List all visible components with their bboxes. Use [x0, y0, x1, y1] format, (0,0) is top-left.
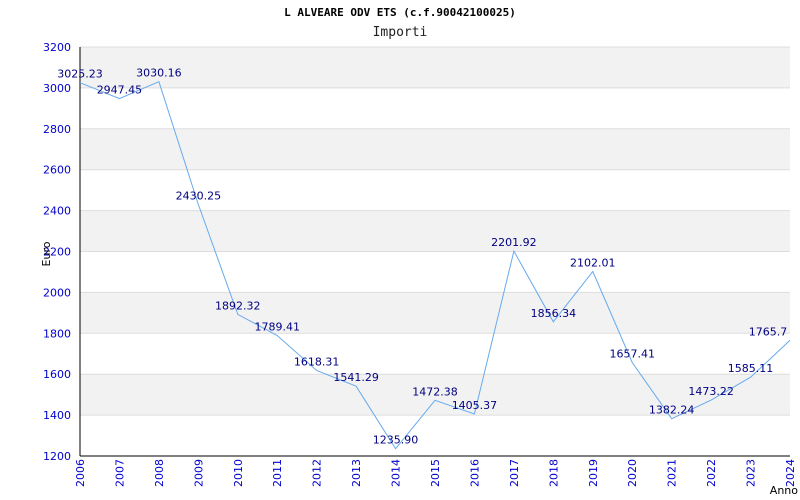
y-tick-label: 3000 [43, 82, 71, 95]
data-label: 1618.31 [294, 355, 340, 368]
x-tick-label: 2019 [587, 459, 600, 487]
x-tick-label: 2007 [113, 459, 126, 487]
grid-band [80, 47, 790, 88]
series-line [79, 81, 791, 450]
x-tick-label: 2008 [153, 459, 166, 487]
data-label: 1892.32 [215, 299, 261, 312]
y-tick-labels: 1200 1400 1600 1800 2000 2200 2400 2600 2800 3000… [43, 41, 71, 463]
y-tick-label: 1600 [43, 368, 71, 381]
x-tick-label: 2010 [232, 459, 245, 487]
data-label: 2430.25 [176, 189, 222, 202]
y-tick-label: 1200 [43, 450, 71, 463]
data-label: 1657.41 [609, 347, 655, 360]
data-label: 2102.01 [570, 257, 616, 270]
chart-subtitle: Importi [372, 25, 428, 40]
data-label: 1789.41 [254, 320, 300, 333]
x-tick-label: 2011 [271, 459, 284, 487]
y-tick-label: 2600 [43, 164, 71, 177]
x-tick-label: 2022 [705, 459, 718, 487]
y-tick-label: 2400 [43, 205, 71, 218]
data-label: 1473.22 [688, 385, 734, 398]
y-tick-label: 2200 [43, 246, 71, 259]
x-tick-label: 2013 [350, 459, 363, 487]
grid-bands [80, 47, 790, 416]
data-labels: 3025.23 2947.45 3030.16 2430.25 1892.32 1789.… [57, 67, 787, 447]
x-tick-label: 2012 [311, 459, 324, 487]
data-label: 1856.34 [531, 307, 577, 320]
grid-band [80, 292, 790, 334]
y-tick-label: 2000 [43, 286, 71, 299]
x-tick-label: 2006 [74, 459, 87, 487]
data-label: 1541.29 [333, 371, 379, 384]
grid-band [80, 128, 790, 170]
x-tick-label: 2024 [784, 459, 797, 487]
y-tick-label: 3200 [43, 41, 71, 54]
grid-band [80, 374, 790, 416]
x-tick-label: 2015 [429, 459, 442, 487]
y-tick-label: 1400 [43, 409, 71, 422]
data-label: 2201.92 [491, 236, 537, 249]
y-tick-label: 2800 [43, 123, 71, 136]
data-label: 2947.45 [97, 84, 143, 97]
data-label: 1585.11 [728, 362, 774, 375]
x-tick-labels: 2006 2007 2008 2009 2010 2011 2012 2013 2014 2015… [74, 459, 797, 487]
data-label: 1472.38 [412, 385, 458, 398]
x-tick-label: 2023 [745, 459, 758, 487]
x-tick-label: 2020 [626, 459, 639, 487]
x-tick-label: 2021 [666, 459, 679, 487]
chart-title: L ALVEARE ODV ETS (c.f.90042100025) [284, 6, 516, 19]
data-label: 1382.24 [649, 404, 695, 417]
x-tick-label: 2016 [468, 459, 481, 487]
grid-lines [80, 46, 790, 457]
data-label: 3030.16 [136, 67, 182, 80]
data-label: 1765.7 [749, 325, 788, 338]
grid-band [80, 210, 790, 252]
x-tick-label: 2009 [192, 459, 205, 487]
x-tick-label: 2014 [390, 459, 403, 487]
x-tick-label: 2017 [508, 459, 521, 487]
data-label: 3025.23 [57, 68, 103, 81]
y-axis-label: Euro [40, 241, 53, 266]
data-label: 1235.90 [373, 434, 419, 447]
x-tick-label: 2018 [547, 459, 560, 487]
data-label: 1405.37 [452, 399, 498, 412]
y-tick-label: 1800 [43, 327, 71, 340]
x-axis-label: Anno [770, 484, 798, 497]
